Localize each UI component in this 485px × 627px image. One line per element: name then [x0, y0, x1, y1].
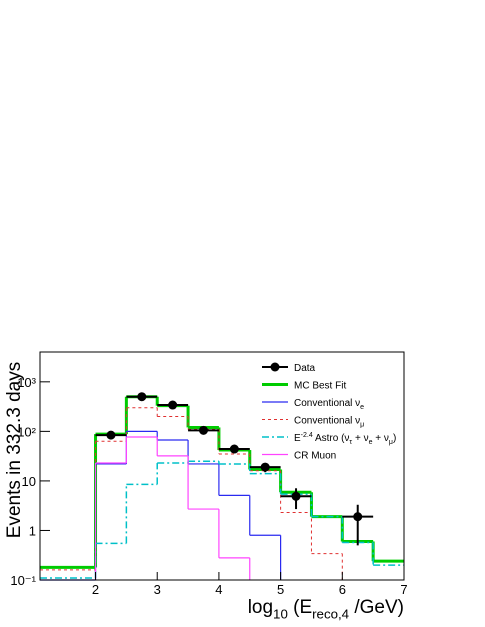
- legend-label: E-2.4​ Astro (ντ​ + νe​ + νμ​): [294, 432, 396, 446]
- y-tick-label: 10³: [17, 375, 36, 390]
- data-point: [137, 392, 147, 402]
- x-tick-label: 6: [339, 582, 346, 597]
- x-axis-title: log10​ (Ereco,4​ /GeV): [248, 597, 404, 622]
- x-tick-label: 7: [400, 582, 407, 597]
- legend-label: Data: [294, 363, 316, 374]
- legend-label: Conventional νμ​: [294, 416, 364, 429]
- y-tick-label: 10: [22, 474, 36, 489]
- legend-symbol: [270, 362, 280, 372]
- x-tick-label: 4: [215, 582, 222, 597]
- data-point: [229, 444, 239, 454]
- data-point: [198, 425, 208, 435]
- data-point: [260, 462, 270, 472]
- y-axis-title: Events in 332.3 days: [4, 362, 25, 538]
- x-tick-label: 5: [277, 582, 284, 597]
- data-point: [168, 400, 178, 410]
- y-tick-label: 1: [29, 523, 36, 538]
- plot-frame: [39, 351, 405, 581]
- data-point: [353, 512, 363, 522]
- x-tick-label: 3: [154, 582, 161, 597]
- y-tick-label: 10²: [17, 424, 36, 439]
- legend-label: MC Best Fit: [294, 381, 346, 392]
- y-tick-label: 10⁻¹: [10, 573, 36, 588]
- data-point: [106, 430, 116, 440]
- x-tick-label: 2: [92, 582, 99, 597]
- legend-label: Conventional νe​: [294, 398, 364, 411]
- legend-label: CR Muon: [294, 451, 336, 462]
- data-point: [291, 491, 301, 501]
